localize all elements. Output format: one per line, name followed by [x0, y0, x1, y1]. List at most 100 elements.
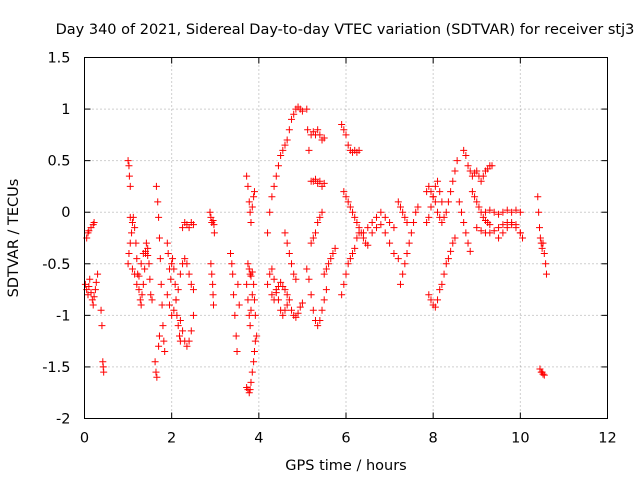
data-point — [245, 265, 253, 273]
x-tick-label: 6 — [341, 431, 350, 447]
data-point — [243, 280, 251, 288]
data-point — [318, 208, 326, 216]
data-point — [251, 337, 259, 345]
y-tick-label: -1 — [56, 308, 70, 324]
data-point — [281, 229, 289, 237]
data-point — [449, 177, 457, 185]
data-point — [364, 241, 372, 249]
data-point — [250, 347, 258, 355]
data-point — [495, 234, 503, 242]
data-point — [163, 291, 171, 299]
data-point — [228, 260, 236, 268]
data-point — [429, 193, 437, 201]
data-point — [142, 247, 150, 255]
data-point — [316, 213, 324, 221]
data-point — [244, 260, 252, 268]
data-point — [353, 234, 361, 242]
data-point — [135, 272, 143, 280]
data-point — [425, 182, 433, 190]
x-tick-label: 10 — [511, 431, 529, 447]
data-point — [468, 188, 476, 196]
data-point — [144, 252, 152, 260]
data-point — [131, 270, 139, 278]
data-point — [156, 255, 164, 263]
data-point — [298, 107, 306, 115]
data-point — [431, 303, 439, 311]
data-point — [423, 219, 431, 227]
data-point — [425, 213, 433, 221]
data-point — [431, 198, 439, 206]
data-point — [281, 306, 289, 314]
data-point — [250, 188, 258, 196]
data-point — [87, 289, 95, 297]
data-point — [355, 146, 363, 154]
data-point — [125, 249, 133, 257]
data-point — [471, 193, 479, 201]
data-point — [247, 272, 255, 280]
data-point — [486, 206, 494, 214]
y-tick-label: 0 — [61, 205, 70, 221]
data-point — [155, 342, 163, 350]
data-point — [247, 306, 255, 314]
data-point — [270, 296, 278, 304]
data-point — [294, 309, 302, 317]
data-point — [396, 280, 404, 288]
data-point — [320, 134, 328, 142]
data-point — [309, 234, 317, 242]
data-point — [444, 255, 452, 263]
data-point — [264, 280, 272, 288]
data-point — [473, 198, 481, 206]
data-point — [344, 198, 352, 206]
data-point — [451, 234, 459, 242]
data-point — [298, 299, 306, 307]
y-tick-label: -2 — [56, 412, 70, 428]
data-point — [89, 301, 97, 309]
data-point — [438, 198, 446, 206]
data-point — [279, 311, 287, 319]
data-point — [338, 291, 346, 299]
data-point — [268, 291, 276, 299]
data-point — [434, 296, 442, 304]
data-point — [247, 219, 255, 227]
data-point — [132, 239, 140, 247]
data-point — [129, 213, 137, 221]
data-point — [288, 115, 296, 123]
data-point — [401, 213, 409, 221]
data-point — [128, 229, 136, 237]
data-point — [351, 244, 359, 252]
data-point — [210, 221, 218, 229]
data-point — [91, 286, 99, 294]
data-point — [436, 188, 444, 196]
data-point — [168, 311, 176, 319]
data-point — [464, 239, 472, 247]
data-point — [171, 280, 179, 288]
data-point — [264, 229, 272, 237]
data-point — [128, 219, 136, 227]
x-tick-label: 0 — [80, 431, 89, 447]
data-point — [272, 172, 280, 180]
data-point — [292, 313, 300, 321]
data-point — [124, 260, 132, 268]
data-point — [133, 280, 141, 288]
data-point — [246, 322, 254, 330]
data-point — [466, 247, 474, 255]
data-point — [322, 265, 330, 273]
data-point — [274, 162, 282, 170]
data-point — [440, 270, 448, 278]
data-point — [499, 229, 507, 237]
data-point — [283, 239, 291, 247]
data-point — [157, 280, 165, 288]
data-point — [495, 224, 503, 232]
data-point — [462, 151, 470, 159]
data-point — [316, 131, 324, 139]
data-point — [155, 332, 163, 340]
data-point — [403, 219, 411, 227]
data-point — [499, 208, 507, 216]
data-point — [209, 291, 217, 299]
data-point — [304, 126, 312, 134]
data-point — [227, 249, 235, 257]
data-point — [342, 193, 350, 201]
data-point — [137, 260, 145, 268]
data-point — [440, 213, 448, 221]
data-point — [288, 306, 296, 314]
